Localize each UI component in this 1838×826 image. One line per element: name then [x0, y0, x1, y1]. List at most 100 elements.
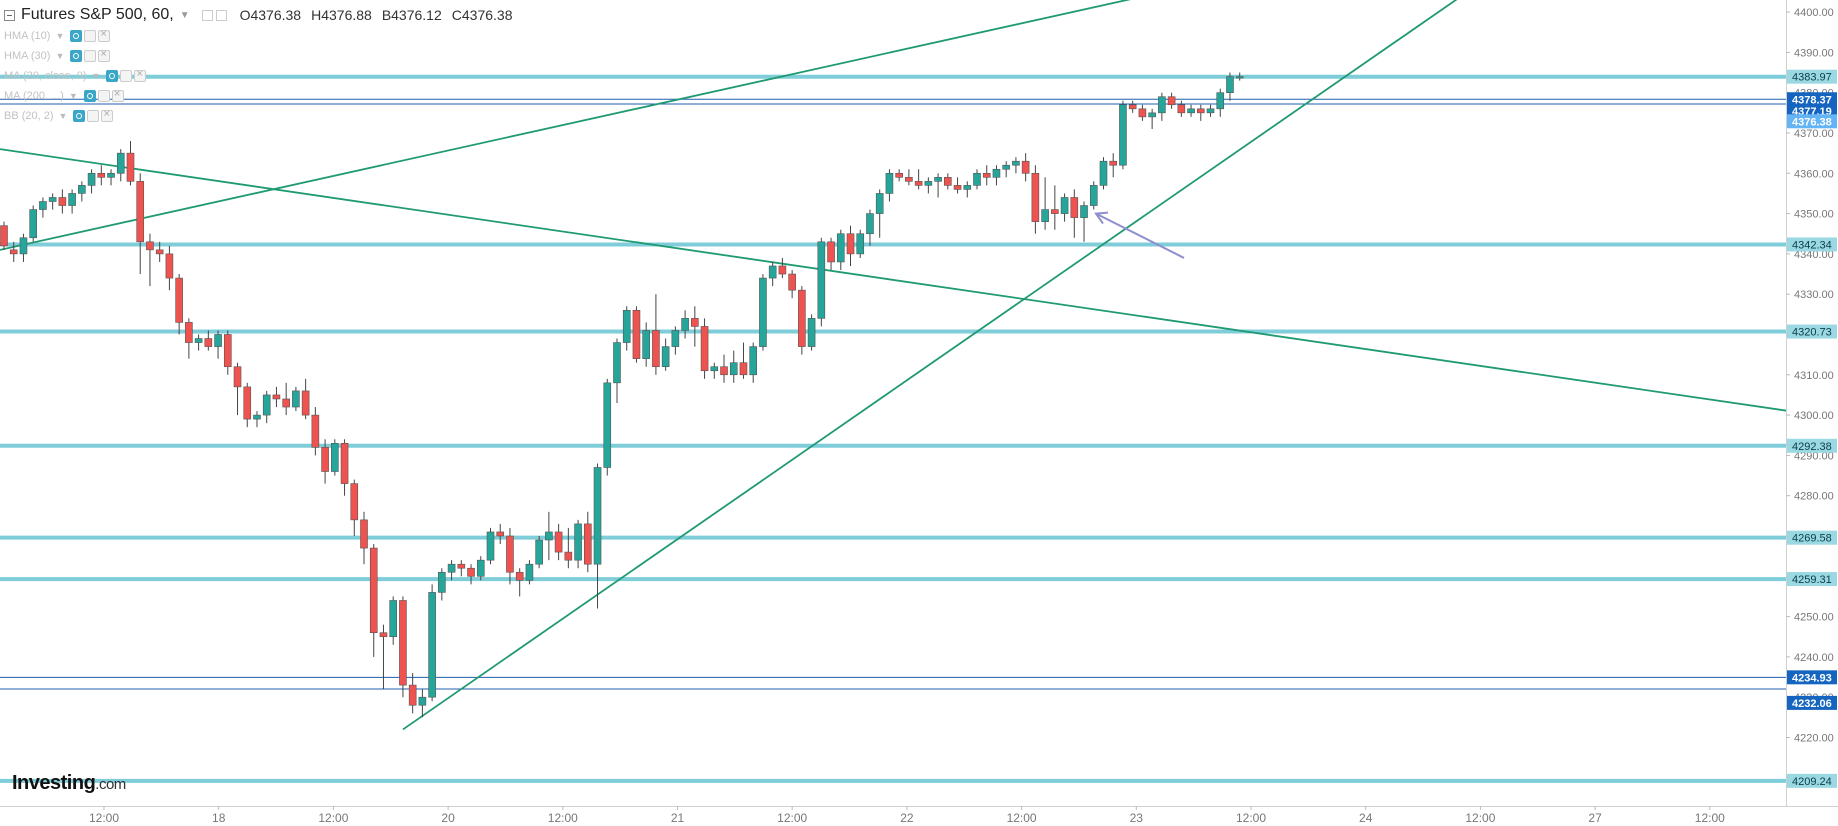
chevron-down-icon[interactable]: ▼ [91, 71, 101, 81]
candle [1051, 185, 1059, 230]
collapse-icon[interactable] [4, 9, 15, 21]
candle-body [331, 442, 339, 472]
gear-icon[interactable] [120, 70, 133, 82]
close-icon[interactable] [134, 68, 147, 82]
candle-body [1235, 76, 1244, 79]
close-icon[interactable] [101, 108, 114, 122]
candle-body [1012, 160, 1020, 166]
indicator-ma20[interactable]: MA (20, close, 0) ▼ [4, 68, 148, 84]
candle-body [155, 249, 164, 255]
chevron-down-icon[interactable]: ▼ [55, 31, 65, 41]
candle [116, 149, 125, 182]
candle-body [399, 600, 407, 686]
logo-brand: Investing [12, 772, 96, 794]
candle [661, 338, 670, 371]
price-badge-label: 4232.06 [1792, 698, 1832, 710]
candle [1167, 92, 1176, 109]
candle [185, 318, 193, 359]
close-icon[interactable] [215, 9, 227, 21]
level-badge [1787, 69, 1837, 84]
x-tick-label: 27 [1588, 811, 1602, 825]
close-icon[interactable] [98, 48, 111, 62]
candle-body [19, 237, 28, 255]
chevron-down-icon[interactable]: ▼ [58, 111, 68, 121]
eye-icon[interactable] [83, 90, 96, 102]
y-tick-label: 4370.00 [1794, 128, 1834, 140]
candle [739, 342, 748, 379]
candle-body [1089, 185, 1098, 206]
candle-body [836, 233, 845, 263]
eye-icon[interactable] [70, 30, 83, 42]
indicator-hma30[interactable]: HMA (30) ▼ [4, 48, 112, 64]
gear-icon[interactable] [84, 30, 97, 42]
candle [253, 411, 261, 428]
candle [1089, 181, 1098, 210]
symbol-title[interactable]: Futures S&P 500, 60, [21, 6, 174, 23]
chevron-down-icon[interactable]: ▼ [55, 51, 65, 61]
chevron-down-icon[interactable]: ▼ [68, 91, 78, 101]
candle-body [311, 414, 320, 448]
candle-body [87, 172, 96, 186]
candle-body [1021, 160, 1030, 174]
y-tick-label: 4220.00 [1794, 732, 1834, 744]
gear-icon[interactable] [97, 90, 110, 102]
eye-icon[interactable] [70, 50, 83, 62]
indicator-ma200[interactable]: MA (200, ...) ▼ [4, 88, 126, 104]
candle [710, 362, 719, 379]
candle [545, 511, 553, 561]
candle-body [1158, 96, 1166, 114]
indicator-bb[interactable]: BB (20, 2) ▼ [4, 108, 115, 124]
candle-body [223, 334, 232, 368]
candle [1148, 108, 1156, 129]
high-value: H4376.88 [311, 7, 372, 23]
candle-body [389, 600, 398, 638]
candle-body [827, 241, 835, 263]
candle [798, 286, 806, 355]
candle [48, 193, 57, 210]
candle-body [457, 563, 466, 569]
candle [87, 169, 96, 194]
candle [1226, 72, 1234, 101]
candle-body [817, 241, 826, 319]
candle [146, 233, 154, 287]
close-icon[interactable] [111, 88, 124, 102]
close-icon[interactable] [98, 28, 111, 42]
indicator-hma10[interactable]: HMA (10) ▼ [4, 28, 112, 44]
candle [992, 165, 1001, 186]
settings-icon[interactable] [201, 9, 213, 21]
candle [1099, 157, 1108, 190]
candle [944, 173, 952, 190]
candle [583, 511, 592, 573]
candle-body [1099, 160, 1108, 186]
candle [603, 378, 612, 476]
y-tick-label: 4310.00 [1794, 370, 1834, 382]
y-tick-label: 4390.00 [1794, 47, 1834, 59]
gear-icon[interactable] [87, 110, 100, 122]
trend-lines [0, 0, 1790, 731]
eye-icon[interactable] [106, 70, 119, 82]
x-tick-label: 12:00 [318, 811, 348, 825]
candle [126, 141, 135, 186]
candle-body [48, 197, 57, 202]
candle [58, 189, 67, 214]
candle [632, 306, 641, 363]
candle [78, 181, 86, 202]
level-badge-label: 4259.31 [1792, 574, 1832, 586]
candle-body [564, 551, 573, 561]
x-tick-label: 12:00 [1465, 811, 1495, 825]
candle [1235, 72, 1244, 81]
chevron-down-icon[interactable]: ▼ [179, 9, 190, 21]
candle [1206, 104, 1215, 117]
gear-icon[interactable] [84, 50, 97, 62]
price-badge [1787, 695, 1837, 710]
candle-body [379, 632, 388, 638]
candle [759, 274, 767, 351]
price-badge-label: 4234.93 [1792, 672, 1832, 684]
candle-body [1070, 197, 1079, 218]
eye-icon[interactable] [73, 110, 86, 122]
level-badge-label: 4269.58 [1792, 533, 1832, 545]
candle [934, 173, 942, 198]
candle [973, 169, 981, 190]
candle-body [243, 386, 252, 420]
